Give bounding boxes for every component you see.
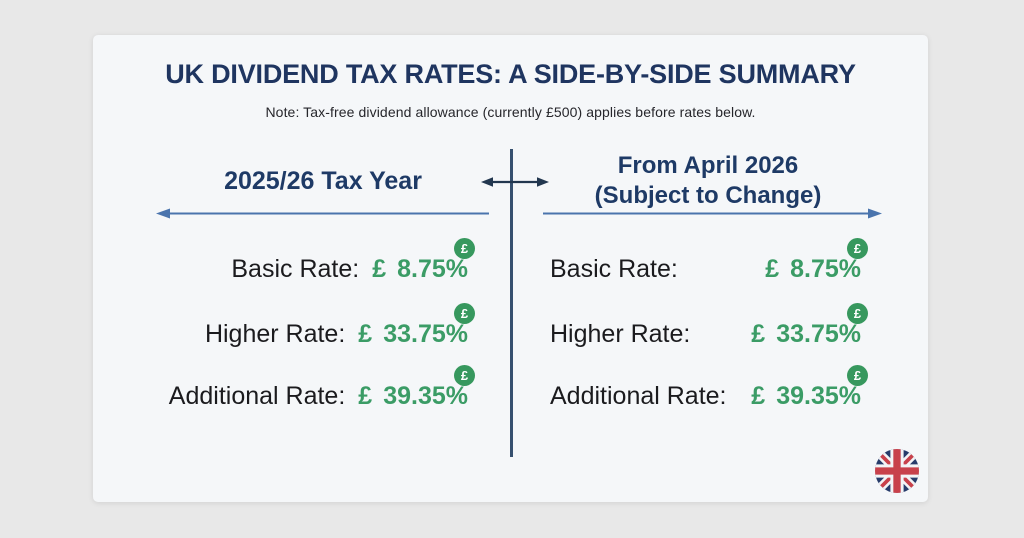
rate-row-higher-2026: Higher Rate: £33.75% £ (550, 303, 868, 349)
page-title: UK DIVIDEND TAX RATES: A SIDE-BY-SIDE SU… (165, 59, 856, 89)
pound-coin-icon: £ (847, 238, 868, 259)
pound-symbol: £ (751, 320, 766, 348)
pound-coin-glyph: £ (460, 306, 469, 321)
pound-symbol: £ (751, 382, 766, 410)
rate-value-wrap: £39.35% £ (751, 365, 868, 411)
rate-row-basic-2025: Basic Rate: £8.75% £ (231, 238, 475, 284)
pound-coin-glyph: £ (853, 306, 862, 321)
pound-coin-icon: £ (454, 303, 475, 324)
uk-flag-icon (875, 449, 919, 493)
rate-value-wrap: £33.75% £ (345, 303, 475, 349)
rate-label: Additional Rate: (168, 382, 346, 410)
rate-value: 8.75% (790, 255, 861, 283)
rate-label: Additional Rate: (550, 382, 727, 410)
rate-value: 33.75% (776, 320, 861, 348)
rate-label: Higher Rate: (550, 320, 691, 348)
pound-coin-glyph: £ (460, 241, 469, 256)
pound-coin-icon: £ (847, 303, 868, 324)
rate-row-additional-2026: Additional Rate: £39.35% £ (550, 365, 868, 411)
compare-arrows-icon (481, 177, 549, 187)
pound-coin-glyph: £ (853, 368, 862, 383)
rate-value-wrap: £8.75% £ (359, 238, 475, 284)
column-divider-line (510, 149, 513, 457)
rate-value-wrap: £33.75% £ (751, 303, 868, 349)
pound-coin-icon: £ (454, 365, 475, 386)
rate-row-additional-2025: Additional Rate: £39.35% £ (168, 365, 475, 411)
summary-card: UK DIVIDEND TAX RATES: A SIDE-BY-SIDE SU… (93, 35, 928, 502)
note-text: Note: Tax-free dividend allowance (curre… (265, 104, 756, 120)
rate-label: Basic Rate: (550, 255, 678, 283)
pound-coin-icon: £ (847, 365, 868, 386)
column-header-2025-26: 2025/26 Tax Year (224, 167, 422, 195)
left-period-arrow (156, 208, 489, 219)
rate-row-basic-2026: Basic Rate: £8.75% £ (550, 238, 868, 284)
rate-value: 8.75% (397, 255, 468, 283)
rate-value: 39.35% (776, 382, 861, 410)
pound-coin-icon: £ (454, 238, 475, 259)
column-header-april-2026-line2: (Subject to Change) (594, 182, 822, 209)
right-period-arrow (543, 208, 882, 219)
pound-symbol: £ (358, 320, 373, 348)
rate-value: 39.35% (383, 382, 468, 410)
rate-value-wrap: £39.35% £ (345, 365, 475, 411)
rate-value: 33.75% (383, 320, 468, 348)
rate-value-wrap: £8.75% £ (765, 238, 868, 284)
pound-symbol: £ (765, 255, 780, 283)
rate-row-higher-2025: Higher Rate: £33.75% £ (204, 303, 475, 349)
column-header-april-2026: From April 2026 (Subject to Change) (518, 151, 898, 211)
pound-coin-glyph: £ (853, 241, 862, 256)
pound-symbol: £ (372, 255, 387, 283)
pound-symbol: £ (358, 382, 373, 410)
rate-label: Basic Rate: (231, 255, 360, 283)
column-header-april-2026-line1: From April 2026 (617, 152, 799, 179)
rate-label: Higher Rate: (204, 320, 346, 348)
pound-coin-glyph: £ (460, 368, 469, 383)
